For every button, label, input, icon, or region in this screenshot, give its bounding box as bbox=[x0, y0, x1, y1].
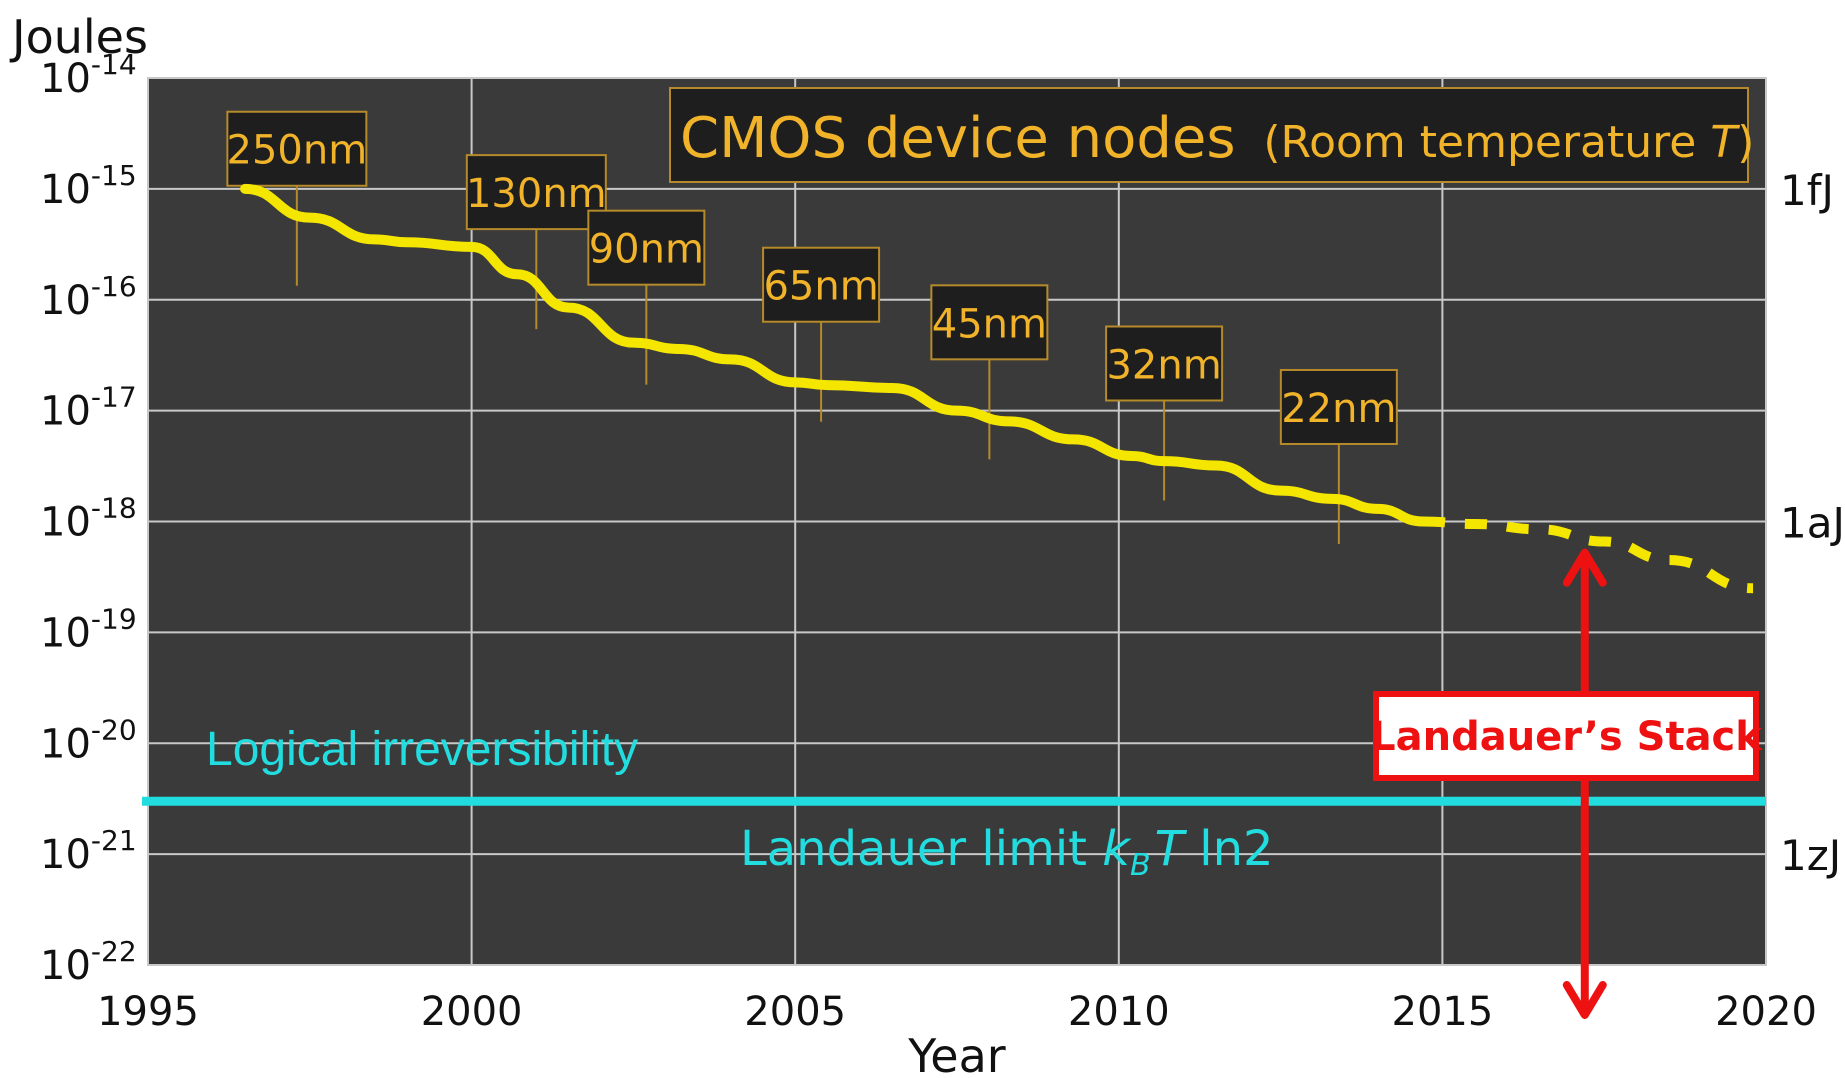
y-tick-exponent: -16 bbox=[91, 270, 137, 303]
right-unit-label: 1zJ bbox=[1780, 831, 1841, 880]
right-unit-label: 1aJ bbox=[1780, 499, 1845, 548]
x-tick-label: 2015 bbox=[1392, 989, 1494, 1035]
node-label-box bbox=[930, 284, 1049, 361]
node-label-text: 90nm bbox=[589, 227, 704, 273]
stack-arrow-head-down bbox=[1562, 981, 1607, 1019]
y-tick-base: 10 bbox=[40, 610, 91, 656]
plot-frame bbox=[147, 77, 1767, 966]
landauer-limit-prefix: Landauer limit bbox=[740, 821, 1102, 877]
landauer-limit-label: Landauer limit kBT ln2 bbox=[740, 821, 1274, 883]
y-tick-label: 10-21 bbox=[40, 824, 137, 878]
node-annotations: 250nm 130nm 90nm 65nm 45nm 32nm 22nm bbox=[226, 110, 1398, 544]
title-main: CMOS device nodes bbox=[680, 106, 1236, 171]
x-tick-label: 2000 bbox=[421, 989, 523, 1035]
x-tick-labels: 1995 2000 2005 2010 2015 2020 bbox=[97, 989, 1817, 1035]
title-sub-italic: T bbox=[1710, 117, 1740, 168]
y-tick-base: 10 bbox=[40, 721, 91, 767]
y-tick-labels: 10-1410-1510-1610-1710-1810-1910-2010-21… bbox=[40, 48, 137, 989]
y-tick-base: 10 bbox=[40, 832, 91, 878]
y-tick-base: 10 bbox=[40, 167, 91, 213]
node-annotation: 32nm bbox=[1105, 325, 1224, 501]
node-annotation: 65nm bbox=[762, 246, 881, 422]
node-label-box bbox=[762, 246, 881, 323]
node-annotation: 45nm bbox=[930, 284, 1049, 460]
y-axis-label: Joules bbox=[9, 10, 148, 64]
node-label-text: 45nm bbox=[932, 301, 1047, 347]
chart-title: CMOS device nodes (Room temperature T) bbox=[669, 87, 1754, 183]
landauer-limit: Logical irreversibility Landauer limit k… bbox=[142, 723, 1766, 883]
stack-label: Landauer’s Stack bbox=[1370, 714, 1763, 760]
y-tick-exponent: -19 bbox=[91, 602, 137, 635]
y-tick-base: 10 bbox=[40, 389, 91, 435]
node-label-box bbox=[226, 110, 368, 187]
node-annotation: 250nm bbox=[226, 110, 368, 286]
y-tick-exponent: -22 bbox=[91, 935, 137, 968]
y-tick-exponent: -21 bbox=[91, 824, 137, 857]
y-tick-label: 10-15 bbox=[40, 159, 137, 213]
node-label-box bbox=[587, 209, 706, 286]
projection-line bbox=[1422, 516, 1754, 594]
title-box bbox=[669, 87, 1749, 183]
y-tick-exponent: -14 bbox=[91, 48, 137, 81]
x-tick-label: 2005 bbox=[744, 989, 846, 1035]
y-tick-label: 10-16 bbox=[40, 270, 137, 324]
y-tick-label: 10-22 bbox=[40, 935, 137, 989]
stack-arrow-head-up bbox=[1562, 548, 1607, 587]
y-tick-label: 10-19 bbox=[40, 602, 137, 656]
energy-line bbox=[240, 183, 1428, 527]
x-tick-label: 2020 bbox=[1715, 989, 1817, 1035]
logical-irreversibility-label: Logical irreversibility bbox=[206, 723, 638, 776]
node-label-text: 32nm bbox=[1106, 343, 1221, 389]
landauer-T: T bbox=[1155, 821, 1188, 877]
node-label-text: 22nm bbox=[1281, 386, 1396, 432]
node-label-box bbox=[1105, 325, 1224, 402]
landauer-limit-suffix: ln2 bbox=[1184, 821, 1274, 877]
y-tick-base: 10 bbox=[40, 278, 91, 324]
y-tick-label: 10-20 bbox=[40, 713, 137, 767]
node-label-text: 250nm bbox=[227, 128, 368, 174]
x-tick-label: 1995 bbox=[97, 989, 199, 1035]
right-unit-labels: 1fJ 1aJ 1zJ bbox=[1780, 166, 1845, 880]
y-tick-label: 10-18 bbox=[40, 492, 137, 546]
y-tick-exponent: -18 bbox=[91, 492, 137, 525]
x-axis-label: Year bbox=[907, 1029, 1005, 1078]
x-tick-label: 2010 bbox=[1068, 989, 1170, 1035]
y-tick-exponent: -17 bbox=[91, 381, 137, 414]
title-sub-prefix: (Room temperature bbox=[1263, 117, 1710, 168]
landauer-k: k bbox=[1102, 821, 1132, 877]
y-tick-base: 10 bbox=[40, 500, 91, 546]
landauers-stack: Landauer’s Stack bbox=[1370, 548, 1763, 1019]
node-annotation: 22nm bbox=[1279, 368, 1398, 544]
y-tick-base: 10 bbox=[40, 56, 91, 102]
node-label-text: 65nm bbox=[763, 264, 878, 310]
y-tick-base: 10 bbox=[40, 943, 91, 989]
y-tick-exponent: -15 bbox=[91, 159, 137, 192]
node-label-box bbox=[1279, 368, 1398, 445]
y-tick-exponent: -20 bbox=[91, 713, 137, 746]
title-sub-suffix: ) bbox=[1737, 117, 1754, 168]
series-lines bbox=[240, 183, 1754, 594]
title-text: CMOS device nodes (Room temperature T) bbox=[680, 106, 1754, 171]
y-tick-label: 10-17 bbox=[40, 381, 137, 435]
right-unit-label: 1fJ bbox=[1780, 166, 1834, 215]
node-annotation: 90nm bbox=[587, 209, 706, 385]
node-label-box bbox=[465, 154, 607, 231]
node-annotation: 130nm bbox=[465, 154, 607, 330]
node-label-text: 130nm bbox=[466, 171, 607, 217]
stack-label-box bbox=[1373, 691, 1759, 781]
y-tick-label: 10-14 bbox=[40, 48, 137, 102]
landauer-k-sub: B bbox=[1130, 848, 1151, 883]
